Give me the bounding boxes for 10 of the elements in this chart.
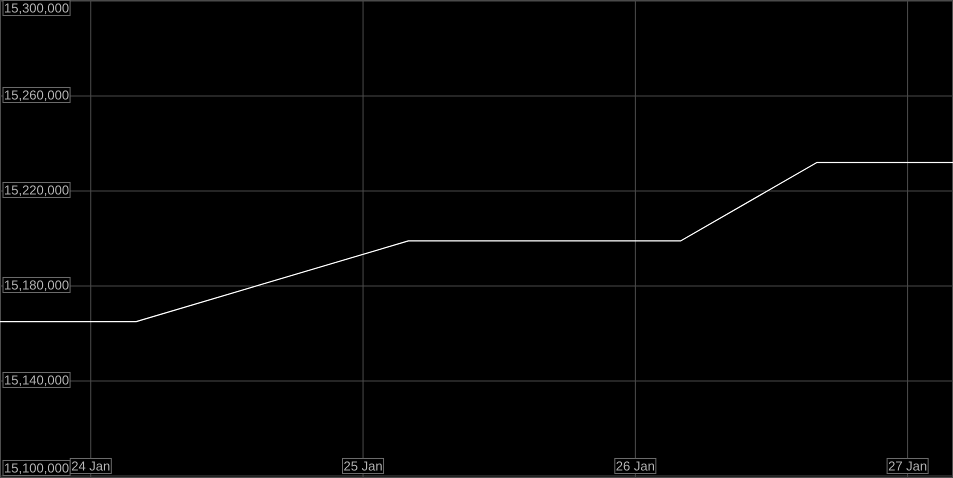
y-tick-label: 15,100,000 [4,460,70,476]
y-tick-label: 15,300,000 [4,0,70,16]
x-tick-label: 25 Jan [344,458,383,474]
x-tick-label: 24 Jan [71,458,110,474]
y-tick-label: 15,180,000 [4,277,70,292]
y-tick-label: 15,260,000 [4,87,70,102]
x-tick-label: 26 Jan [616,458,655,474]
x-tick-label: 27 Jan [888,458,928,474]
y-tick-label: 15,220,000 [4,182,70,198]
y-tick-label: 15,140,000 [4,372,70,388]
